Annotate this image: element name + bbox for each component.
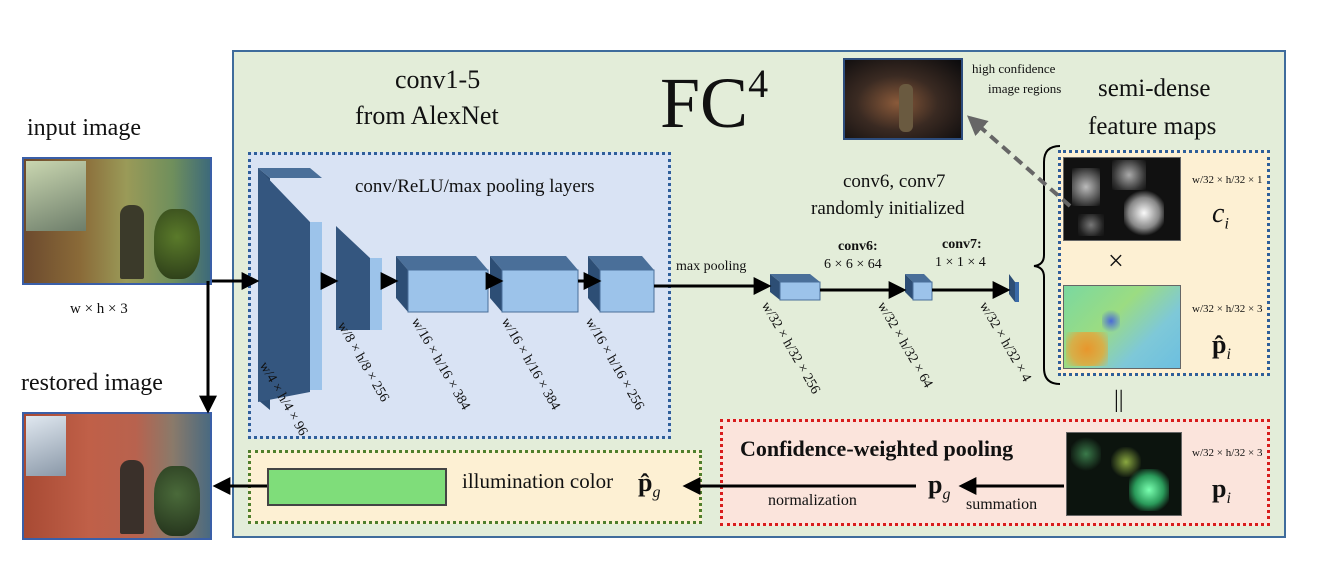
p-i-subscript: i <box>1226 490 1231 508</box>
restored-image-window <box>26 416 66 476</box>
alexnet-label-line1: conv1-5 <box>395 65 481 94</box>
p-hat-i-blue-patch <box>1102 310 1120 332</box>
layer-block-conv2 <box>336 226 382 330</box>
times-symbol: × <box>1108 246 1124 277</box>
max-pooling-label: max pooling <box>676 259 747 274</box>
p-g-symbol: pg <box>928 472 950 503</box>
input-dim-label: w × h × 3 <box>70 301 128 317</box>
fc4-title-superscript: 4 <box>748 61 769 106</box>
restored-image-plant <box>154 466 200 536</box>
input-image <box>22 157 212 285</box>
p-hat-g-letter: p̂ <box>638 468 653 497</box>
restored-image-person <box>120 460 144 534</box>
high-confidence-person <box>899 84 913 132</box>
p-i-symbol: pi <box>1212 476 1231 507</box>
illumination-color-swatch <box>267 468 447 506</box>
ci-blob-3 <box>1124 190 1164 236</box>
ci-dim-label: w/32 × h/32 × 1 <box>1192 174 1263 186</box>
layer-block-conv6 <box>905 274 933 301</box>
normalization-label: normalization <box>768 492 857 509</box>
semi-dense-label-line1: semi-dense <box>1098 75 1211 102</box>
ci-blob-4 <box>1078 214 1104 236</box>
layer-block-conv1 <box>258 168 322 410</box>
layer-block-conv7 <box>1009 274 1019 302</box>
p-hat-i-letter: p̂ <box>1212 330 1227 359</box>
ci-letter: c <box>1212 198 1225 229</box>
p-hat-g-subscript: g <box>652 484 661 502</box>
layer-block-pool5 <box>770 274 821 301</box>
p-g-letter: p <box>928 470 943 499</box>
illumination-color-label: illumination color <box>462 469 614 493</box>
weighted-map-p-i <box>1066 432 1182 516</box>
high-confidence-label-line1: high confidence <box>972 61 1056 76</box>
input-image-person <box>120 205 144 279</box>
summation-label: summation <box>966 496 1038 513</box>
equals-symbol: || <box>1114 387 1124 413</box>
p-hat-i-dim-label: w/32 × h/32 × 3 <box>1192 303 1263 315</box>
conv67-label-line2: randomly initialized <box>811 198 965 219</box>
ci-subscript: i <box>1224 215 1229 233</box>
p-hat-i-subscript: i <box>1226 346 1231 364</box>
arrow-high-confidence <box>966 115 1072 208</box>
ci-symbol: ci <box>1212 200 1229 233</box>
alexnet-label-line2: from AlexNet <box>355 101 499 130</box>
high-confidence-label-line2: image regions <box>988 81 1062 96</box>
semi-dense-label-line2: feature maps <box>1088 113 1217 140</box>
fc4-title-text: FC <box>660 63 749 143</box>
input-image-label: input image <box>27 115 141 141</box>
p-i-blob-3 <box>1129 469 1169 511</box>
conv67-label-line1: conv6, conv7 <box>843 171 946 192</box>
conv-relu-label: conv/ReLU/max pooling layers <box>355 176 595 197</box>
ci-blob-1 <box>1072 168 1100 206</box>
conv7-size: 1 × 1 × 4 <box>935 255 986 270</box>
high-confidence-regions-image <box>843 58 963 140</box>
conv6-size: 6 × 6 × 64 <box>824 257 882 272</box>
confidence-pooling-label: Confidence-weighted pooling <box>740 436 1014 461</box>
input-image-plant <box>154 209 200 279</box>
p-hat-i-symbol: p̂i <box>1212 332 1231 363</box>
layer-block-conv5 <box>588 256 655 313</box>
p-g-subscript: g <box>942 486 951 504</box>
p-hat-g-symbol: p̂g <box>638 470 660 501</box>
brace-to-feature-maps <box>1033 145 1061 385</box>
layer-block-conv4 <box>490 256 579 313</box>
ci-blob-2 <box>1112 160 1146 190</box>
p-hat-i-orange-patch <box>1066 332 1108 366</box>
p-i-dim-label: w/32 × h/32 × 3 <box>1192 447 1263 459</box>
input-image-window <box>26 161 86 231</box>
conv7-head: conv7: <box>942 237 982 252</box>
fc4-title: FC4 <box>660 61 769 140</box>
confidence-map-ci <box>1063 157 1181 241</box>
conv6-head: conv6: <box>838 239 878 254</box>
p-i-blob-1 <box>1071 437 1101 471</box>
restored-image-label: restored image <box>21 370 163 396</box>
color-estimate-map-p-hat-i <box>1063 285 1181 369</box>
p-i-letter: p <box>1212 474 1227 503</box>
restored-image <box>22 412 212 540</box>
layer-block-conv3 <box>396 256 489 313</box>
